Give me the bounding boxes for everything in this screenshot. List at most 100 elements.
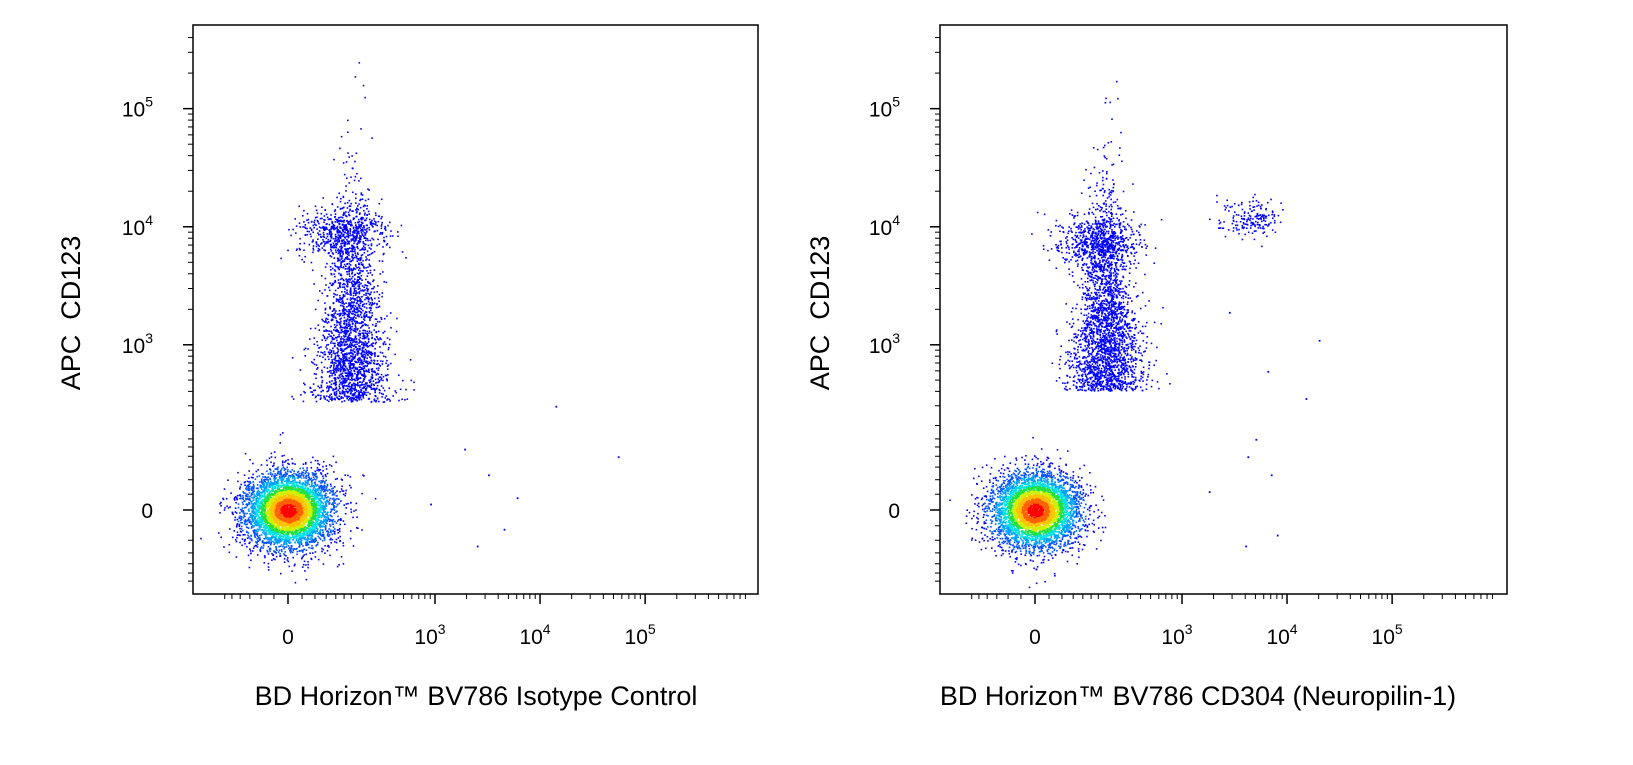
data-point <box>313 541 316 543</box>
data-point <box>315 524 317 526</box>
data-point <box>266 541 268 543</box>
data-point <box>311 504 313 506</box>
data-point <box>266 477 268 479</box>
data-point <box>271 487 273 490</box>
data-point <box>263 483 265 485</box>
data-point <box>266 501 269 504</box>
data-point <box>267 546 270 548</box>
data-point <box>200 537 202 540</box>
data-point <box>284 475 286 478</box>
data-point <box>292 538 294 541</box>
data-point <box>275 533 278 536</box>
data-point <box>246 485 248 487</box>
data-point <box>270 452 273 455</box>
data-point <box>266 494 269 496</box>
data-point <box>334 502 336 505</box>
data-point <box>276 487 279 490</box>
data-point <box>340 478 343 481</box>
data-point <box>293 548 296 550</box>
data-point <box>266 464 268 466</box>
data-point <box>285 507 287 509</box>
data-point <box>256 494 259 496</box>
data-point <box>292 476 294 479</box>
data-point <box>288 504 290 507</box>
data-point <box>333 334 335 337</box>
data-point <box>315 518 317 521</box>
data-point <box>239 527 241 530</box>
data-point <box>325 475 327 478</box>
data-point <box>254 516 256 518</box>
data-point <box>325 502 327 505</box>
data-point <box>325 465 327 467</box>
data-point <box>239 515 241 517</box>
data-point <box>260 506 263 508</box>
data-point <box>268 548 271 551</box>
data-point <box>307 528 310 530</box>
data-point <box>267 569 270 571</box>
data-point <box>264 511 267 514</box>
data-point <box>265 486 268 489</box>
data-point <box>252 485 255 488</box>
data-point <box>319 504 321 507</box>
data-point <box>324 501 327 503</box>
data-point <box>309 530 311 533</box>
data-point <box>276 524 278 527</box>
data-point <box>325 479 327 482</box>
data-point <box>235 498 238 500</box>
data-point <box>302 545 304 547</box>
data-point <box>281 477 283 479</box>
data-point <box>234 511 237 513</box>
data-point <box>275 535 277 537</box>
data-point <box>302 490 304 493</box>
data-point <box>280 543 283 546</box>
data-point <box>304 487 307 489</box>
data-point <box>283 544 285 546</box>
data-point <box>290 541 292 544</box>
data-point <box>315 511 318 513</box>
data-point <box>268 538 270 541</box>
data-point <box>271 513 273 515</box>
data-point <box>316 503 319 506</box>
data-point <box>248 491 251 494</box>
data-point <box>326 483 329 486</box>
data-point <box>281 518 283 520</box>
data-point <box>255 499 257 502</box>
data-point <box>336 549 338 551</box>
data-point <box>309 538 311 541</box>
data-point <box>260 518 262 520</box>
data-point <box>313 539 315 541</box>
data-point <box>246 489 248 491</box>
data-point <box>240 521 242 524</box>
data-point <box>296 509 299 511</box>
data-point <box>283 513 285 515</box>
data-point <box>255 504 257 506</box>
data-point <box>264 487 267 490</box>
data-point <box>285 534 288 537</box>
data-point <box>257 513 259 516</box>
data-point <box>289 505 292 508</box>
data-point <box>296 553 298 556</box>
data-point <box>309 524 312 526</box>
data-point <box>334 491 337 494</box>
data-point <box>291 517 293 520</box>
data-point <box>305 549 308 551</box>
data-point <box>267 518 269 521</box>
data-point <box>301 498 304 500</box>
data-point <box>316 518 319 521</box>
data-point <box>276 474 278 476</box>
data-point <box>322 475 324 477</box>
data-point <box>322 502 324 505</box>
data-point <box>256 506 259 509</box>
data-point <box>230 492 232 494</box>
data-point <box>282 478 285 480</box>
data-point <box>218 532 220 534</box>
data-point <box>275 555 278 558</box>
data-point <box>247 527 250 529</box>
data-point <box>263 512 266 515</box>
data-point <box>267 492 270 495</box>
data-point <box>264 480 267 483</box>
data-point <box>268 526 271 529</box>
data-point <box>273 543 275 546</box>
data-point <box>278 549 281 552</box>
data-point <box>308 541 311 543</box>
